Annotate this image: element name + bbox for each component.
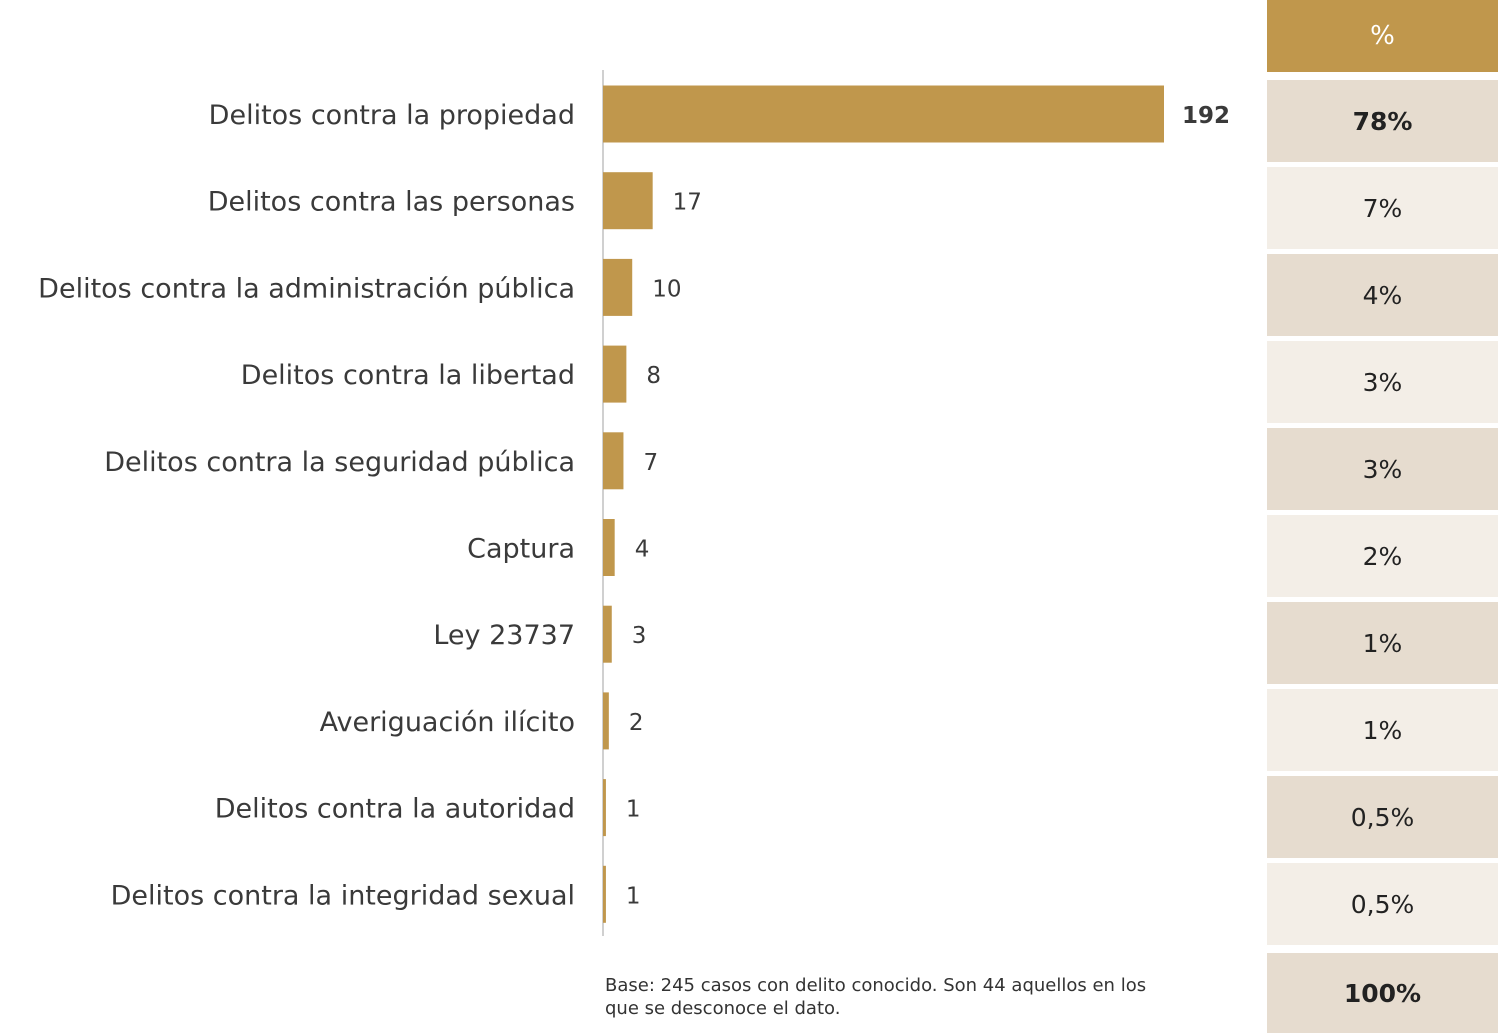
- percentage-cell: 2%: [1267, 515, 1498, 597]
- value-labels: 192 17 10 8 7 4 3 2 1 1: [626, 103, 1230, 909]
- category-label: Delitos contra la seguridad pública: [104, 447, 575, 478]
- percentage-cell: 4%: [1267, 254, 1498, 336]
- percentage-cell: 0,5%: [1267, 776, 1498, 858]
- value-label: 3: [632, 623, 647, 649]
- category-label: Captura: [467, 534, 575, 565]
- category-label: Ley 23737: [433, 620, 575, 651]
- category-label: Averiguación ilícito: [320, 707, 575, 738]
- value-label: 8: [646, 363, 661, 389]
- bar: [603, 779, 606, 837]
- bar: [603, 258, 633, 316]
- value-label: 7: [643, 450, 658, 476]
- percentage-cell: 3%: [1267, 341, 1498, 423]
- category-label: Delitos contra la libertad: [241, 360, 575, 391]
- category-label: Delitos contra la autoridad: [215, 794, 575, 825]
- percentage-cell: 0,5%: [1267, 863, 1498, 945]
- value-label: 2: [629, 710, 644, 736]
- percentage-cell: 1%: [1267, 689, 1498, 771]
- bar: [603, 345, 627, 403]
- category-label: Delitos contra la integridad sexual: [111, 880, 575, 911]
- category-labels: Delitos contra la propiedad Delitos contr…: [38, 100, 575, 911]
- bar: [603, 85, 1164, 143]
- percentage-cell: 1%: [1267, 602, 1498, 684]
- footnote: Base: 245 casos con delito conocido. Son…: [605, 975, 1147, 1019]
- value-label: 192: [1182, 103, 1230, 129]
- bar: [603, 692, 609, 750]
- percentage-cell: 3%: [1267, 428, 1498, 510]
- bar: [603, 432, 624, 490]
- value-label: 1: [626, 883, 641, 909]
- value-label: 17: [673, 190, 702, 216]
- percentage-cell: 7%: [1267, 167, 1498, 249]
- percentage-total: 100%: [1267, 953, 1498, 1033]
- percentage-header: %: [1267, 0, 1498, 72]
- value-label: 10: [652, 276, 681, 302]
- bar: [603, 519, 615, 576]
- value-label: 4: [635, 537, 650, 563]
- category-label: Delitos contra la propiedad: [209, 100, 575, 131]
- bars: [603, 85, 1164, 923]
- category-label: Delitos contra la administración pública: [38, 273, 575, 304]
- percentage-cell: 78%: [1267, 80, 1498, 162]
- value-label: 1: [626, 797, 641, 823]
- bar-chart: Delitos contra la propiedad Delitos contr…: [38, 70, 1230, 936]
- bar: [603, 605, 612, 663]
- category-label: Delitos contra las personas: [208, 187, 575, 218]
- bar: [603, 865, 606, 923]
- bar: [603, 172, 653, 230]
